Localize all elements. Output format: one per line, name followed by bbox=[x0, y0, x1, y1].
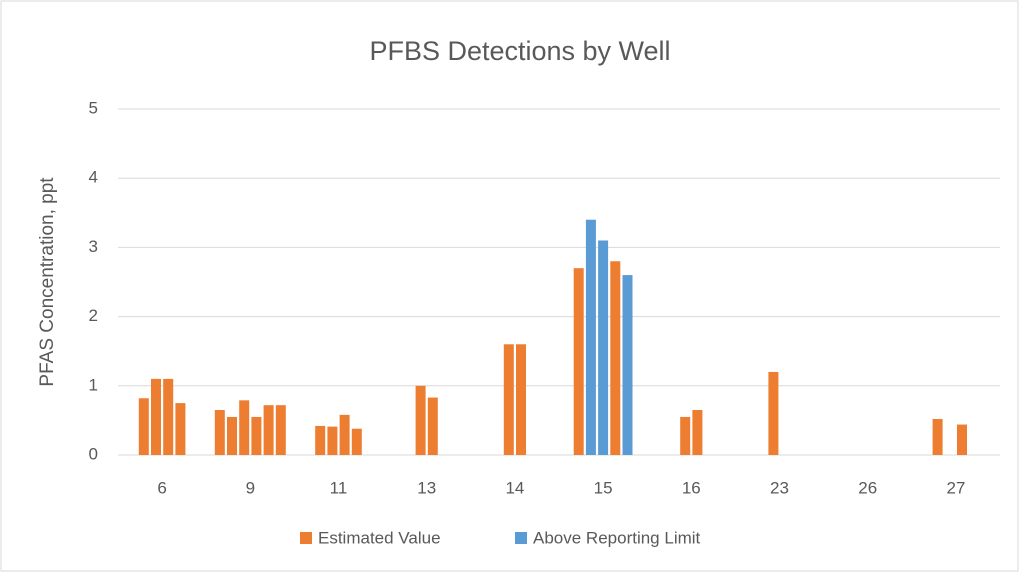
bar bbox=[138, 398, 149, 455]
x-tick-label: 9 bbox=[246, 478, 255, 497]
y-tick-label: 3 bbox=[89, 237, 98, 256]
bar bbox=[227, 416, 237, 455]
bar bbox=[263, 405, 274, 455]
y-tick-label: 5 bbox=[89, 98, 98, 117]
x-tick-label: 15 bbox=[594, 478, 613, 497]
bar bbox=[692, 410, 703, 455]
bar bbox=[251, 416, 262, 455]
bar bbox=[239, 400, 250, 455]
y-tick-label: 1 bbox=[89, 375, 98, 394]
bar bbox=[598, 240, 609, 455]
bar bbox=[275, 405, 286, 455]
bar bbox=[680, 416, 691, 455]
legend-swatch bbox=[300, 532, 312, 544]
chart-title: PFBS Detections by Well bbox=[369, 36, 670, 66]
y-axis-label: PFAS Concentration, ppt bbox=[37, 177, 58, 387]
bar bbox=[339, 414, 350, 455]
x-tick-label: 26 bbox=[858, 478, 877, 497]
x-tick-label: 23 bbox=[770, 478, 789, 497]
y-tick-label: 2 bbox=[89, 306, 98, 325]
bar bbox=[622, 275, 633, 455]
y-tick-label: 0 bbox=[89, 444, 98, 463]
bar bbox=[427, 397, 438, 455]
bar bbox=[573, 268, 584, 455]
bar bbox=[610, 261, 621, 455]
x-tick-label: 6 bbox=[157, 478, 166, 497]
bar bbox=[175, 403, 186, 455]
legend-label: Above Reporting Limit bbox=[533, 528, 701, 547]
bar bbox=[516, 344, 526, 455]
bar bbox=[957, 424, 967, 455]
x-tick-label: 16 bbox=[682, 478, 701, 497]
bar bbox=[503, 344, 514, 455]
legend-swatch bbox=[515, 532, 527, 544]
y-tick-label: 4 bbox=[89, 168, 98, 187]
bar bbox=[327, 426, 338, 455]
bar bbox=[585, 219, 596, 455]
bar bbox=[351, 428, 362, 455]
x-tick-label: 14 bbox=[505, 478, 524, 497]
x-tick-label: 27 bbox=[946, 478, 965, 497]
x-tick-label: 11 bbox=[330, 478, 348, 497]
bar bbox=[151, 378, 161, 455]
bar bbox=[214, 410, 225, 455]
bar bbox=[768, 371, 779, 455]
x-tick-label: 13 bbox=[417, 478, 436, 497]
bar bbox=[415, 385, 426, 455]
legend-label: Estimated Value bbox=[318, 528, 441, 547]
bar bbox=[163, 378, 174, 455]
bar bbox=[932, 419, 943, 455]
bar bbox=[315, 425, 326, 455]
